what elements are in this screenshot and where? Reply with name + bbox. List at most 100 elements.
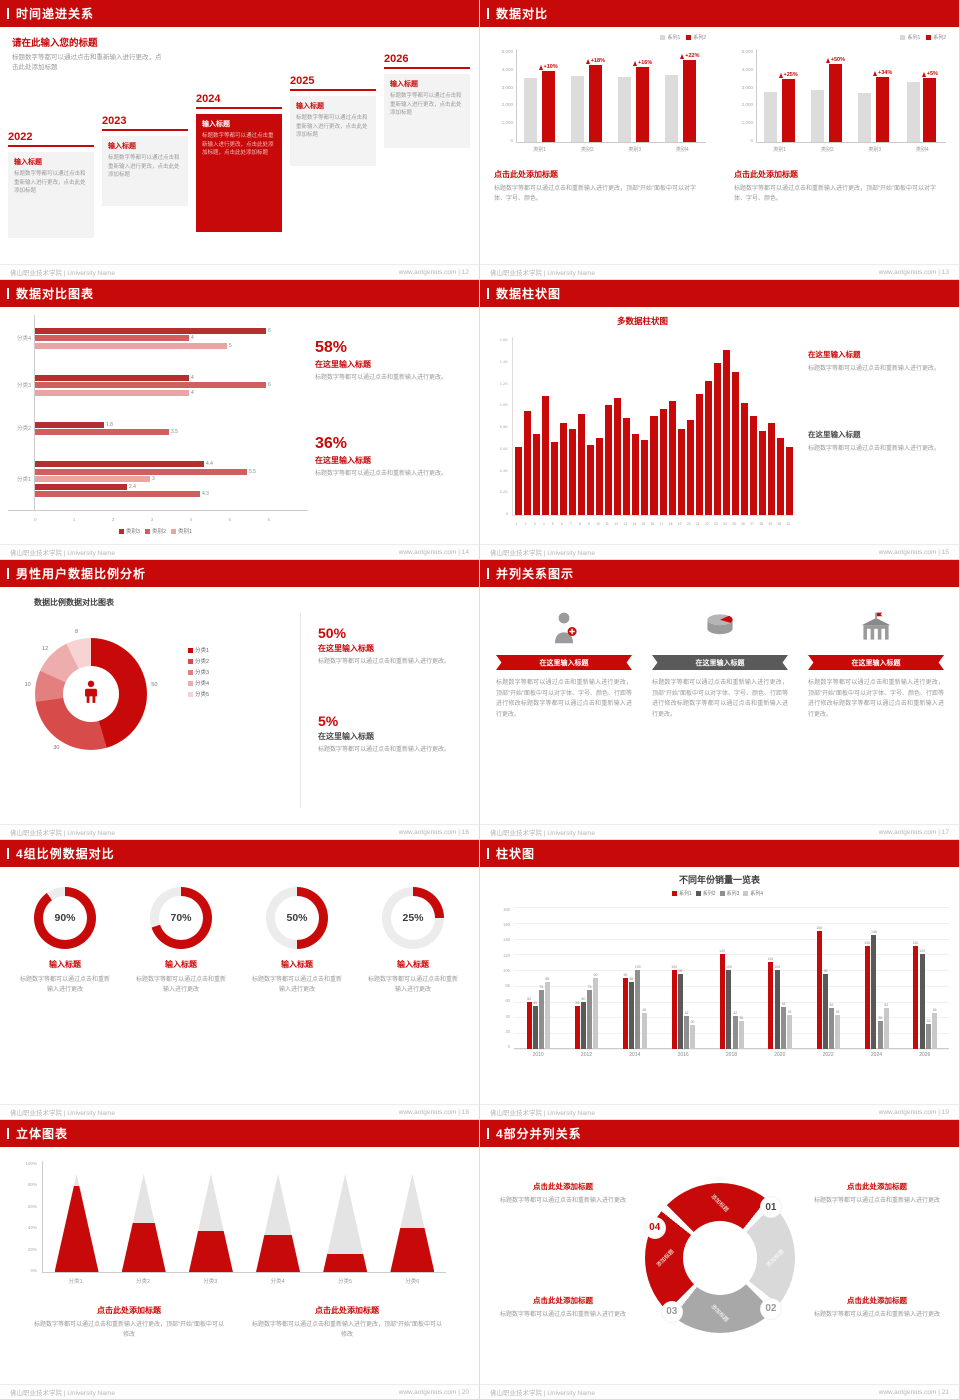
bar-value: 60 [527,997,532,1001]
block-text: 标题数字等都可以通过点击和重新输入进行更改，顶部“开始”面板中可以对字体、字号、… [734,186,936,203]
segment-number: 04 [644,1217,665,1238]
slide-18[interactable]: 4组比例数据对比 90% 输入标题 标题数字等都可以通过点击和重新输入进行更改 70%… [0,840,480,1120]
year-label: 2026 [919,1052,931,1058]
block-text: 标题数字等都可以通过点击和重新输入进行更改 [499,1312,626,1318]
slide-footer: 佛山职业技术学院 | University Name www.aotgenius.… [0,1384,479,1399]
bar [641,440,649,515]
header-accent-bar [7,568,9,579]
stat-percent: 58% [315,339,348,356]
cycle-diagram: 01 添加标题 02 添加标题 03 添加标题 04 添加标题 [644,1183,795,1333]
y-axis: 5,000 4,000 3,000 2,000 1,000 0 [501,49,513,143]
slide-13[interactable]: 数据对比 系列1 系列2 5,000 4,000 3,000 2,000 1,000 0 +10… [480,0,960,280]
bar [574,1006,580,1049]
item-text: 标题数字等都可以通过点击和重新输入进行更改，顶部“开始”面板中可以对字体、字号、… [496,680,632,718]
footer-school: 佛山职业技术学院 | University Name [10,1110,115,1117]
segment-value: 10 [24,681,31,688]
year-label: 2010 [532,1052,544,1058]
block-title: 点击此处添加标题 [734,170,798,179]
milestone-card: 输入标题 标题数字等都可以通过点击和重新输入进行更改，点击此处添加标题 [290,96,376,166]
year-group: 130 120 32 46 2026 [901,907,949,1058]
grouped-bar-chart-left: 系列1 系列2 5,000 4,000 3,000 2,000 1,000 0 +10% +18%… [494,35,706,153]
slide-title: 数据柱状图 [496,287,562,301]
bar-series2 [923,78,937,142]
chart-title: 多数据柱状图 [616,316,668,326]
group-label: 分类3 [16,383,31,390]
year-label: 2014 [629,1052,641,1058]
slide-12[interactable]: 时间递进关系 请在此输入您的标题 标题数字等都可以通过点击和重新输入进行更改，点… [0,0,480,280]
slide-footer: 佛山职业技术学院 | University Name www.aotgenius.… [480,824,959,839]
milestone-card: 输入标题 标题数字等都可以通过点击重新输入进行更改，点击此处添加标题，点击此处添加… [196,114,282,232]
bar [864,946,870,1049]
slide-20[interactable]: 立体图表 100% 80% 60% 40% 20% 0% 分类1 分类2 分类3 分类4 分类5 分… [0,1120,480,1400]
slide-21[interactable]: 4部分并列关系 01 添加标题 02 添加标题 03 添加标题 04 添加标题 点击此处添加标… [480,1120,960,1400]
slide-16[interactable]: 男性用户数据比例分析 数据比例数据对比图表 50 30 10 12 8 分类1 分类2 分类… [0,560,480,840]
year-group: 55 60 75 90 2012 [562,907,610,1058]
bar-value: 95 [678,969,683,973]
progress-ring: 25% [382,887,444,949]
bar-series1 [906,82,920,142]
delta-label: +18% [585,58,605,64]
chart-title: 数据比例数据对比图表 [34,598,114,607]
chart-legend: 系列1 系列2 [900,34,946,41]
milestone-line [8,145,94,147]
banner: 在这里输入标题 [808,655,944,670]
slide-body: 在这里输入标题 标题数字等都可以通过点击和重新输入进行更改，顶部“开始”面板中可… [480,587,959,824]
slide-14[interactable]: 数据对比图表 分类4 6 4 5 分类3 4 6 4 分类2 1.8 3.5 分类1 4.4 5.5 3 2.… [0,280,480,560]
bar [632,434,640,515]
bar [690,1025,696,1049]
block-title: 在这里输入标题 [808,430,861,439]
slide-19[interactable]: 柱状图 不同年份销量一览表 系列1 系列2 系列3 系列4 180 160 140 120 1… [480,840,960,1120]
bar [740,403,748,515]
bar [823,974,829,1049]
text-block: 点击此处添加标题 标题数字等都可以通过点击和重新输入进行更改 [802,1181,952,1206]
slide-15[interactable]: 数据柱状图 多数据柱状图 1.6K 1.4K 1.2K 1.0K 0.8K 0.6K 0.4… [480,280,960,560]
segment-value: 8 [74,628,79,635]
bar-series2 [541,71,555,142]
bar-value: 85 [545,977,550,981]
ring-percent: 90% [43,896,87,940]
ring-group: 50% 输入标题 标题数字等都可以通过点击和重新输入进行更改 [244,887,350,995]
plot-area: +25% +50% +34% +5% [756,49,946,143]
bar [34,461,204,468]
vertical-divider [300,613,301,808]
bar [34,491,200,498]
slide-footer: 佛山职业技术学院 | University Name www.aotgenius.… [480,264,959,279]
chart-legend: 类别3 类别2 类别1 [8,527,308,535]
milestone-line [384,67,470,69]
male-icon [78,679,104,710]
bar-value: 120 [919,949,926,953]
bar-value: 32 [926,1019,931,1023]
chart-legend: 分类1 分类2 分类3 分类4 分类5 [188,643,209,701]
year-group: 120 100 42 35 2018 [707,907,755,1058]
slide-17[interactable]: 并列关系图示 在这里输入标题 标题数字等都可以通过点击和重新输入进行更改，顶部“… [480,560,960,840]
bar [787,1015,793,1049]
bar-value: 6 [268,382,271,389]
header-accent-bar [7,288,9,299]
bar [605,405,613,515]
bar-value: 100 [671,965,678,969]
bar [560,423,568,515]
bar-value: 43 [787,1010,792,1014]
bar [614,398,622,515]
slide-footer: 佛山职业技术学院 | University Name www.aotgenius.… [0,1104,479,1119]
slide-footer: 佛山职业技术学院 | University Name www.aotgenius.… [0,264,479,279]
progress-ring: 70% [150,887,212,949]
text-block: 点击此处添加标题 标题数字等都可以通过点击和重新输入进行更改，顶部“开始”面板中… [34,1305,224,1340]
slide-header: 男性用户数据比例分析 [0,560,479,587]
slide-footer: 佛山职业技术学院 | University Name www.aotgenius.… [480,544,959,559]
slide-header: 数据对比图表 [0,280,479,307]
bar [34,476,150,483]
segment-value: 50 [151,681,158,688]
footer-school: 佛山职业技术学院 | University Name [490,550,595,557]
bar-value: 36 [878,1016,883,1020]
slide-body: 01 添加标题 02 添加标题 03 添加标题 04 添加标题 点击此处添加标题 标题数字等都… [480,1147,959,1384]
ring-text: 标题数字等都可以通过点击和重新输入进行更改 [367,977,458,994]
bar-series2 [588,65,602,142]
bar [524,411,532,515]
cone-chart: 100% 80% 60% 40% 20% 0% 分类1 分类2 分类3 分类4 分类5 分类6 [25,1161,446,1291]
bar [926,1024,932,1049]
chart-title: 不同年份销量一览表 [678,875,760,885]
